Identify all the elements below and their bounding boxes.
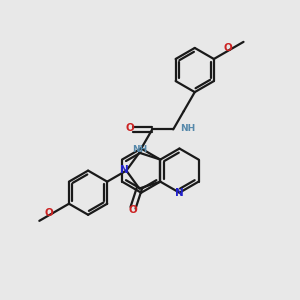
Text: O: O [224, 43, 232, 53]
Text: O: O [125, 123, 134, 133]
Text: NH: NH [132, 145, 148, 154]
Text: NH: NH [181, 124, 196, 133]
Text: N: N [175, 188, 184, 198]
Text: N: N [121, 165, 129, 175]
Text: O: O [45, 208, 53, 218]
Text: O: O [129, 205, 137, 215]
